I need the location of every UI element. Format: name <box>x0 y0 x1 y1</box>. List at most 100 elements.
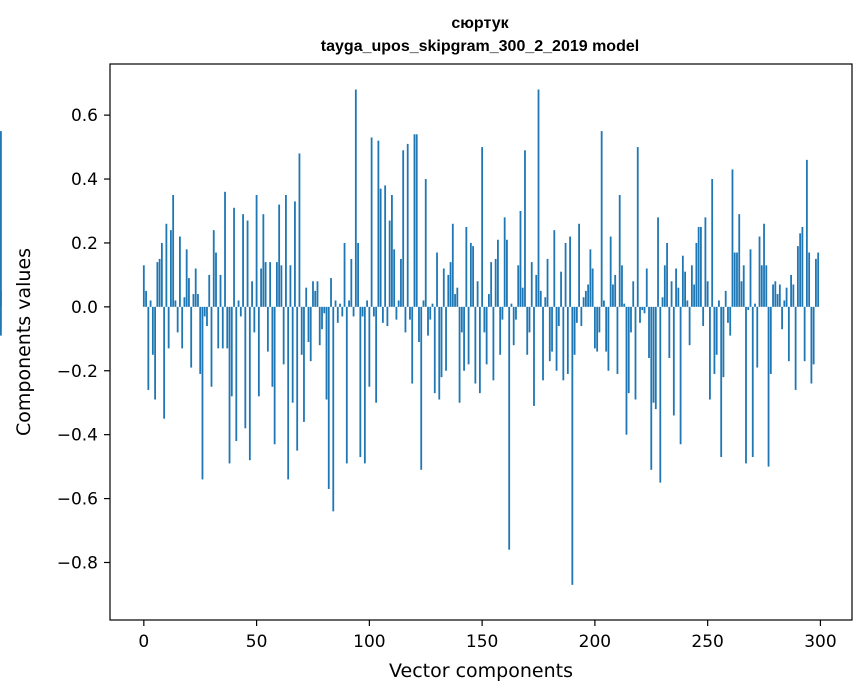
bar-65 <box>289 265 292 307</box>
bar-186 <box>562 306 565 381</box>
bar-207 <box>609 236 612 307</box>
bar-221 <box>641 306 644 311</box>
bar-200 <box>593 306 596 349</box>
bar-262 <box>733 252 736 307</box>
bar-2 <box>147 306 150 390</box>
bar-183 <box>555 306 558 371</box>
bar-47 <box>248 306 251 461</box>
bar-177 <box>542 306 544 381</box>
bar-59 <box>275 262 278 307</box>
bar-295 <box>808 252 811 307</box>
bar-269 <box>749 249 752 307</box>
bar-26 <box>201 306 204 480</box>
bar-46 <box>246 220 249 307</box>
bar-62 <box>282 306 285 365</box>
bar-220 <box>639 306 641 323</box>
bar-143 <box>465 226 468 307</box>
bar-101 <box>370 137 373 307</box>
bar-73 <box>307 306 310 342</box>
bar-162 <box>508 306 511 550</box>
plot-frame <box>109 63 853 621</box>
bar-193 <box>578 223 580 307</box>
bar-90 <box>345 306 348 464</box>
bar-163 <box>510 303 513 307</box>
bar-154 <box>490 262 493 307</box>
bar-252 <box>711 179 714 307</box>
bar-169 <box>524 150 526 307</box>
bar-71 <box>303 306 305 422</box>
bar-142 <box>463 306 465 371</box>
bar-38 <box>228 306 231 464</box>
bar-49 <box>253 306 256 333</box>
bar-283 <box>781 306 783 330</box>
bar-246 <box>697 226 700 307</box>
bar-236 <box>675 268 677 307</box>
bar-238 <box>679 306 682 445</box>
bar-140 <box>458 306 461 403</box>
bar-15 <box>176 306 179 333</box>
bar-86 <box>336 306 339 323</box>
x-axis: 0 50 100 150 200 250 300 <box>138 620 837 652</box>
bar-222 <box>643 306 646 314</box>
y-tick-label: 0.2 <box>71 234 98 254</box>
bar-174 <box>535 274 538 307</box>
bar-80 <box>323 306 326 314</box>
bar-146 <box>472 246 474 307</box>
bar-106 <box>381 306 384 323</box>
bar-242 <box>688 306 691 346</box>
bar-88 <box>341 306 344 317</box>
bar-17 <box>181 306 184 349</box>
x-tick-label: 100 <box>353 632 385 652</box>
bar-274 <box>760 265 763 307</box>
bar-138 <box>454 294 456 307</box>
bar-98 <box>363 306 366 464</box>
bar-104 <box>377 140 380 307</box>
bar-6 <box>156 262 159 307</box>
bar-157 <box>497 239 499 307</box>
bar-233 <box>668 306 671 358</box>
bar-245 <box>695 242 698 307</box>
bar-42 <box>237 300 240 307</box>
bar-251 <box>709 306 711 400</box>
bar-137 <box>451 223 454 307</box>
bar-182 <box>553 230 556 307</box>
bar-121 <box>415 134 418 307</box>
bar-172 <box>530 262 533 307</box>
bar-40 <box>233 207 235 307</box>
bar-229 <box>659 306 662 483</box>
bar-undefined <box>0 306 2 336</box>
bar-213 <box>623 303 626 307</box>
bar-110 <box>391 195 393 307</box>
bar-60 <box>278 204 281 307</box>
bar-27 <box>203 306 206 317</box>
bar-144 <box>467 306 470 365</box>
bar-3 <box>149 300 152 307</box>
bar-248 <box>702 306 705 327</box>
bar-16 <box>179 236 181 307</box>
y-tick-label: 0.0 <box>71 298 98 318</box>
bar-195 <box>582 297 585 307</box>
bar-275 <box>763 223 765 307</box>
bar-215 <box>627 306 630 394</box>
bar-135 <box>447 274 450 307</box>
bar-24 <box>197 294 199 307</box>
bar-254 <box>715 306 718 355</box>
bar-268 <box>747 306 750 311</box>
bar-148 <box>476 281 479 307</box>
x-tick-label: 300 <box>804 632 836 652</box>
bar-13 <box>172 195 175 307</box>
bar-176 <box>539 290 542 307</box>
bar-108 <box>386 306 389 327</box>
bar-32 <box>215 252 217 307</box>
bar-30 <box>210 306 213 387</box>
bar-152 <box>485 306 488 365</box>
bar-7 <box>158 258 161 307</box>
bar-119 <box>411 306 414 384</box>
x-tick-label: 50 <box>246 632 268 652</box>
bar-244 <box>693 284 696 307</box>
bar-51 <box>257 306 260 397</box>
bar-111 <box>393 249 396 307</box>
bar-211 <box>618 195 621 307</box>
bar-79 <box>321 306 323 330</box>
bar-126 <box>427 306 429 336</box>
